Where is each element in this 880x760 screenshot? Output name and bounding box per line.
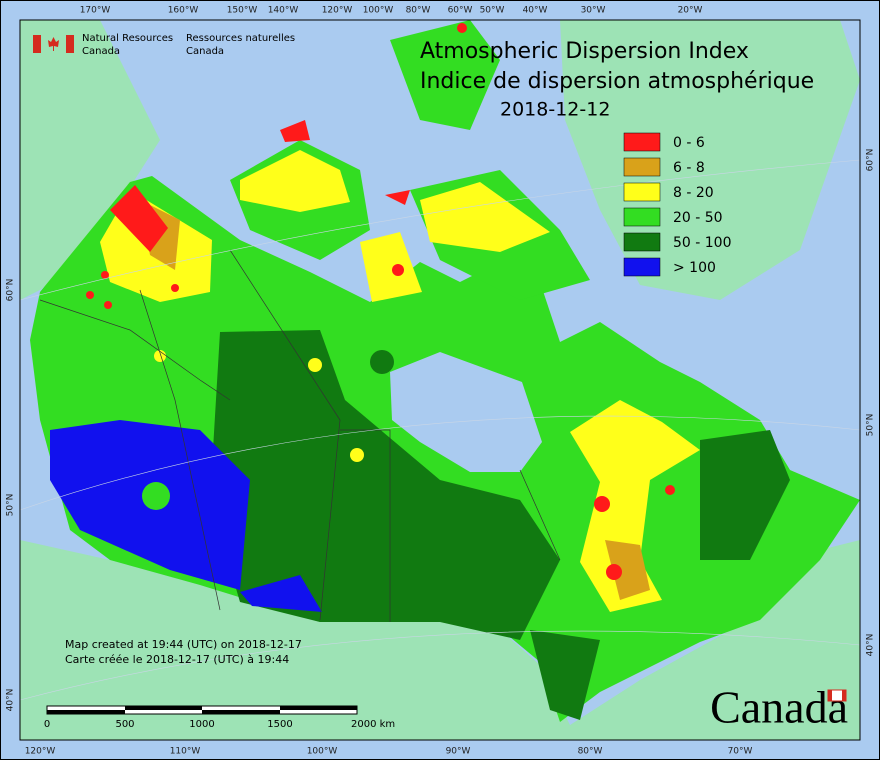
footer: Map created at 19:44 (UTC) on 2018-12-17 bbox=[65, 638, 302, 651]
agency-fr: Canada bbox=[186, 46, 224, 57]
dispersion-zone bbox=[530, 630, 600, 720]
flag-bar bbox=[33, 35, 41, 53]
maple-leaf bbox=[48, 37, 59, 51]
hudson-bay bbox=[390, 352, 542, 472]
dispersion-zone bbox=[142, 482, 170, 510]
date: 2018-12-12 bbox=[500, 99, 610, 121]
scale-bar bbox=[202, 710, 280, 714]
dispersion-zone bbox=[385, 190, 410, 205]
greenland bbox=[560, 20, 860, 300]
scale-label: 0 bbox=[44, 719, 50, 730]
dispersion-zone bbox=[457, 23, 467, 33]
agency-fr: Ressources naturelles bbox=[186, 33, 295, 44]
graticule-label: 50°N bbox=[6, 494, 16, 517]
dispersion-zone bbox=[101, 271, 109, 279]
scale-bar bbox=[125, 706, 202, 710]
legend-label: 6 - 8 bbox=[673, 160, 705, 176]
dispersion-zone bbox=[240, 150, 350, 212]
dispersion-zone bbox=[86, 291, 94, 299]
dispersion-zone bbox=[360, 232, 422, 302]
wordmark-flag bbox=[842, 690, 846, 701]
legend-label: > 100 bbox=[673, 260, 716, 276]
graticule-label: 160°W bbox=[168, 6, 199, 16]
united-states bbox=[20, 540, 860, 740]
agency-en: Canada bbox=[82, 46, 120, 57]
dispersion-zone bbox=[210, 330, 560, 640]
legend-swatch bbox=[623, 232, 661, 252]
graticule-label: 20°W bbox=[678, 6, 703, 16]
scale-label: 1000 bbox=[189, 719, 214, 730]
legend-label: 50 - 100 bbox=[673, 235, 732, 251]
legend-label: 0 - 6 bbox=[673, 135, 705, 151]
scale-label: 1500 bbox=[267, 719, 292, 730]
wordmark-flag bbox=[828, 690, 832, 701]
graticule-label: 60°W bbox=[448, 6, 473, 16]
wordmark: Canada bbox=[710, 682, 848, 733]
agency-en: Natural Resources bbox=[82, 33, 173, 44]
alaska bbox=[20, 20, 160, 300]
dispersion-zone bbox=[700, 430, 790, 560]
graticule-label: 60°N bbox=[6, 279, 16, 302]
dispersion-zone bbox=[171, 284, 179, 292]
graticule-label: 50°W bbox=[480, 6, 505, 16]
graticule-label: 170°W bbox=[80, 6, 111, 16]
graticule-label: 70°W bbox=[728, 747, 753, 757]
graticule-label: 150°W bbox=[227, 6, 258, 16]
graticule-label: 50°N bbox=[866, 414, 876, 437]
dispersion-zone bbox=[606, 564, 622, 580]
dispersion-zone bbox=[104, 301, 112, 309]
scale-label: 2000 km bbox=[351, 719, 395, 730]
title: Atmospheric Dispersion Index bbox=[420, 39, 749, 64]
province-borders bbox=[39, 249, 561, 622]
graticule-label: 100°W bbox=[307, 747, 338, 757]
graticule-label: 120°W bbox=[25, 747, 56, 757]
map-frame bbox=[19, 19, 861, 741]
graticule-label: 140°W bbox=[268, 6, 299, 16]
scale-bar bbox=[47, 710, 125, 714]
graticule-label: 100°W bbox=[363, 6, 394, 16]
legend-swatch bbox=[623, 157, 661, 177]
graticule bbox=[19, 159, 861, 701]
graticule-label: 90°W bbox=[446, 747, 471, 757]
legend-swatch bbox=[623, 207, 661, 227]
graticule-label: 30°W bbox=[581, 6, 606, 16]
dispersion-zone bbox=[154, 350, 166, 362]
legend-label: 20 - 50 bbox=[673, 210, 723, 226]
graticule-label: 40°W bbox=[523, 6, 548, 16]
legend-label: 8 - 20 bbox=[673, 185, 714, 201]
legend-swatch bbox=[623, 132, 661, 152]
dispersion-zone bbox=[240, 575, 322, 612]
dispersion-zone bbox=[594, 496, 610, 512]
dispersion-zones bbox=[30, 20, 860, 722]
graticule-label: 110°W bbox=[170, 747, 201, 757]
title: Indice de dispersion atmosphérique bbox=[420, 69, 814, 94]
dispersion-zone bbox=[392, 264, 404, 276]
dispersion-zone bbox=[570, 400, 700, 612]
dispersion-zone bbox=[605, 540, 650, 600]
dispersion-zone bbox=[665, 485, 675, 495]
graticule-label: 120°W bbox=[322, 6, 353, 16]
graticule-label: 40°N bbox=[6, 689, 16, 712]
flag-bar bbox=[66, 35, 74, 53]
dispersion-zone bbox=[308, 358, 322, 372]
scale-label: 500 bbox=[115, 719, 134, 730]
graticule-label: 40°N bbox=[866, 634, 876, 657]
dispersion-zone bbox=[420, 182, 550, 252]
graticule-label: 60°N bbox=[866, 149, 876, 172]
dispersion-zone bbox=[350, 448, 364, 462]
dispersion-zone bbox=[110, 185, 168, 252]
legend-swatch bbox=[623, 257, 661, 277]
dispersion-zone bbox=[370, 350, 394, 374]
graticule-label: 80°W bbox=[406, 6, 431, 16]
dispersion-zone bbox=[280, 120, 310, 142]
graticule-label: 80°W bbox=[578, 747, 603, 757]
scale-bar bbox=[280, 706, 357, 710]
legend-swatch bbox=[623, 182, 661, 202]
footer: Carte créée le 2018-12-17 (UTC) à 19:44 bbox=[65, 653, 289, 666]
dispersion-zone bbox=[390, 20, 500, 130]
